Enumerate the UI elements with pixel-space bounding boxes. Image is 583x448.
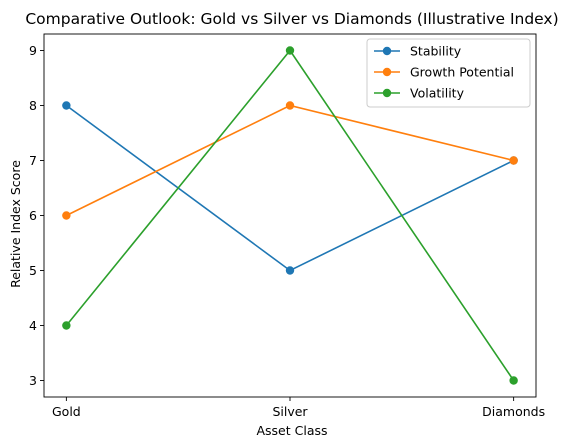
series-layer — [62, 46, 518, 385]
x-axis-label: Asset Class — [256, 423, 327, 438]
data-point-volatility — [285, 46, 295, 55]
y-tick-label: 6 — [29, 208, 37, 223]
y-tick-label: 4 — [29, 318, 37, 333]
legend-frame — [366, 38, 531, 108]
legend-swatch-marker-stability — [382, 46, 392, 56]
series-line-growth-potential — [66, 104, 514, 217]
legend-swatch-marker-growth-potential — [382, 67, 392, 77]
y-tick-label: 9 — [29, 43, 37, 58]
series-volatility — [62, 46, 518, 385]
legend-label-stability: Stability — [410, 44, 462, 59]
x-axis: Gold Silver Diamonds — [52, 397, 545, 419]
y-tick-label: 7 — [29, 153, 37, 168]
legend-swatch-marker-volatility — [382, 88, 392, 98]
series-line-stability — [65, 104, 514, 272]
legend: Stability Growth Potential Volatility — [366, 38, 531, 108]
x-tick-label: Silver — [272, 404, 308, 419]
data-point-growth-potential — [285, 101, 295, 110]
data-point-stability — [285, 266, 295, 275]
y-tick-label: 8 — [29, 98, 37, 113]
data-point-stability — [62, 101, 71, 110]
data-point-volatility — [62, 321, 71, 330]
data-point-growth-potential — [62, 211, 71, 220]
x-tick-label: Diamonds — [482, 404, 545, 419]
data-point-volatility — [509, 376, 518, 385]
series-stability — [62, 101, 518, 275]
chart-title: Comparative Outlook: Gold vs Silver vs D… — [25, 10, 558, 28]
legend-label-volatility: Volatility — [410, 86, 465, 101]
y-tick-label: 3 — [29, 373, 37, 388]
x-tick-label: Gold — [52, 404, 81, 419]
y-tick-label: 5 — [29, 263, 37, 278]
series-growth-potential — [62, 101, 518, 220]
legend-label-growth-potential: Growth Potential — [410, 65, 514, 80]
data-point-growth-potential — [509, 156, 518, 165]
y-axis-label: Relative Index Score — [8, 160, 23, 288]
y-axis: 3 4 5 6 7 8 9 — [29, 43, 44, 388]
